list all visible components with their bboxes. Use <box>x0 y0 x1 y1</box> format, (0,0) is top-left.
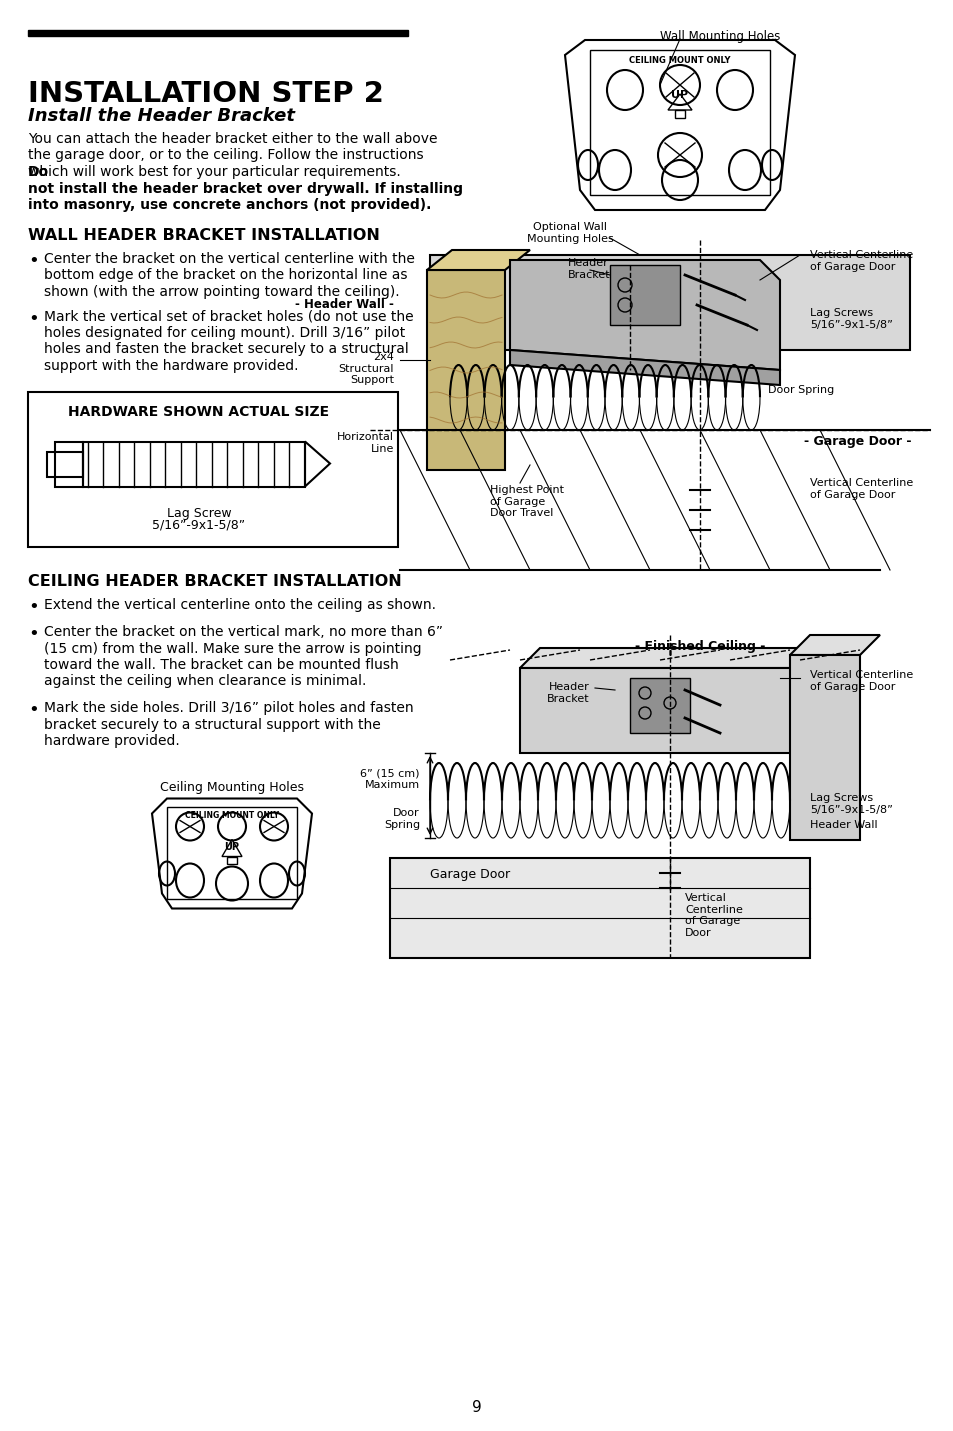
Text: •: • <box>28 309 39 328</box>
Text: not install the header bracket over drywall. If installing: not install the header bracket over dryw… <box>28 182 462 196</box>
Text: bottom edge of the bracket on the horizontal line as: bottom edge of the bracket on the horizo… <box>44 269 407 282</box>
Text: Header Wall: Header Wall <box>809 820 877 830</box>
Bar <box>675 110 684 117</box>
Text: CEILING MOUNT ONLY: CEILING MOUNT ONLY <box>629 56 730 64</box>
Polygon shape <box>519 648 820 668</box>
Text: Header
Bracket: Header Bracket <box>567 258 610 279</box>
Polygon shape <box>430 255 909 351</box>
Polygon shape <box>510 260 780 371</box>
Text: Optional Wall
Mounting Holes: Optional Wall Mounting Holes <box>526 222 613 243</box>
Text: Install the Header Bracket: Install the Header Bracket <box>28 107 294 124</box>
Bar <box>55 442 83 487</box>
Text: HARDWARE SHOWN ACTUAL SIZE: HARDWARE SHOWN ACTUAL SIZE <box>69 405 329 419</box>
Text: Door Spring: Door Spring <box>767 385 833 395</box>
Polygon shape <box>800 648 820 753</box>
Text: (15 cm) from the wall. Make sure the arrow is pointing: (15 cm) from the wall. Make sure the arr… <box>44 641 421 655</box>
Polygon shape <box>390 859 809 957</box>
Text: - Finished Ceiling -: - Finished Ceiling - <box>634 640 764 653</box>
Text: holes designated for ceiling mount). Drill 3/16” pilot: holes designated for ceiling mount). Dri… <box>44 326 405 341</box>
Text: •: • <box>28 598 39 617</box>
Text: •: • <box>28 625 39 643</box>
Text: 6” (15 cm)
Maximum: 6” (15 cm) Maximum <box>360 768 419 790</box>
Text: Vertical Centerline
of Garage Door: Vertical Centerline of Garage Door <box>809 250 912 272</box>
Text: Ceiling Mounting Holes: Ceiling Mounting Holes <box>160 780 304 794</box>
Text: Lag Screw: Lag Screw <box>167 507 231 519</box>
Polygon shape <box>789 635 879 655</box>
Text: Highest Point
of Garage
Door Travel: Highest Point of Garage Door Travel <box>490 485 563 518</box>
Polygon shape <box>427 270 504 469</box>
Polygon shape <box>789 655 859 840</box>
Text: - Garage Door -: - Garage Door - <box>803 435 911 448</box>
Text: Wall Mounting Holes: Wall Mounting Holes <box>659 30 780 43</box>
Text: Vertical Centerline
of Garage Door: Vertical Centerline of Garage Door <box>809 478 912 499</box>
Text: holes and fasten the bracket securely to a structural: holes and fasten the bracket securely to… <box>44 342 408 356</box>
Bar <box>83 442 305 487</box>
Text: UP: UP <box>671 90 688 100</box>
Text: 5/16”-9x1-5/8”: 5/16”-9x1-5/8” <box>152 518 245 531</box>
Text: Garage Door: Garage Door <box>430 869 510 881</box>
Text: Horizontal
Line: Horizontal Line <box>336 432 394 454</box>
Text: UP: UP <box>224 841 239 851</box>
Text: 2x4
Structural
Support: 2x4 Structural Support <box>338 352 394 385</box>
Text: Extend the vertical centerline onto the ceiling as shown.: Extend the vertical centerline onto the … <box>44 598 436 612</box>
Text: You can attach the header bracket either to the wall above: You can attach the header bracket either… <box>28 132 437 146</box>
Bar <box>589 50 769 195</box>
Text: Vertical
Centerline
of Garage
Door: Vertical Centerline of Garage Door <box>684 893 742 937</box>
Text: shown (with the arrow pointing toward the ceiling).: shown (with the arrow pointing toward th… <box>44 285 399 299</box>
Text: into masonry, use concrete anchors (not provided).: into masonry, use concrete anchors (not … <box>28 197 431 212</box>
Text: Header
Bracket: Header Bracket <box>547 683 589 704</box>
Polygon shape <box>427 250 530 270</box>
Text: INSTALLATION STEP 2: INSTALLATION STEP 2 <box>28 80 383 107</box>
Text: against the ceiling when clearance is minimal.: against the ceiling when clearance is mi… <box>44 674 366 688</box>
Bar <box>47 452 83 477</box>
Text: Mark the side holes. Drill 3/16” pilot holes and fasten: Mark the side holes. Drill 3/16” pilot h… <box>44 701 414 716</box>
Bar <box>28 30 408 36</box>
Bar <box>629 678 689 733</box>
Text: the garage door, or to the ceiling. Follow the instructions: the garage door, or to the ceiling. Foll… <box>28 149 423 163</box>
Text: support with the hardware provided.: support with the hardware provided. <box>44 359 298 373</box>
Bar <box>609 265 679 325</box>
Text: - Header Wall -: - Header Wall - <box>294 299 394 312</box>
Text: Door
Spring: Door Spring <box>383 809 419 830</box>
Text: toward the wall. The bracket can be mounted flush: toward the wall. The bracket can be moun… <box>44 658 398 673</box>
Text: WALL HEADER BRACKET INSTALLATION: WALL HEADER BRACKET INSTALLATION <box>28 228 379 243</box>
Text: hardware provided.: hardware provided. <box>44 734 179 748</box>
Text: CEILING HEADER BRACKET INSTALLATION: CEILING HEADER BRACKET INSTALLATION <box>28 574 401 590</box>
Bar <box>167 807 296 899</box>
Text: Mark the vertical set of bracket holes (do not use the: Mark the vertical set of bracket holes (… <box>44 309 414 323</box>
Polygon shape <box>510 351 780 385</box>
Text: •: • <box>28 252 39 270</box>
Text: Center the bracket on the vertical mark, no more than 6”: Center the bracket on the vertical mark,… <box>44 625 442 640</box>
Text: Vertical Centerline
of Garage Door: Vertical Centerline of Garage Door <box>809 670 912 691</box>
Text: which will work best for your particular requirements.: which will work best for your particular… <box>28 165 405 179</box>
Text: bracket securely to a structural support with the: bracket securely to a structural support… <box>44 717 380 731</box>
Text: Do: Do <box>28 165 49 179</box>
Text: Lag Screws
5/16”-9x1-5/8”: Lag Screws 5/16”-9x1-5/8” <box>809 308 892 329</box>
Text: CEILING MOUNT ONLY: CEILING MOUNT ONLY <box>185 810 278 820</box>
Bar <box>28 392 397 547</box>
Polygon shape <box>519 668 800 753</box>
Text: •: • <box>28 701 39 718</box>
Bar <box>227 857 236 863</box>
Text: Lag Screws
5/16”-9x1-5/8”: Lag Screws 5/16”-9x1-5/8” <box>809 793 892 814</box>
Text: Center the bracket on the vertical centerline with the: Center the bracket on the vertical cente… <box>44 252 415 266</box>
Text: 9: 9 <box>472 1400 481 1415</box>
